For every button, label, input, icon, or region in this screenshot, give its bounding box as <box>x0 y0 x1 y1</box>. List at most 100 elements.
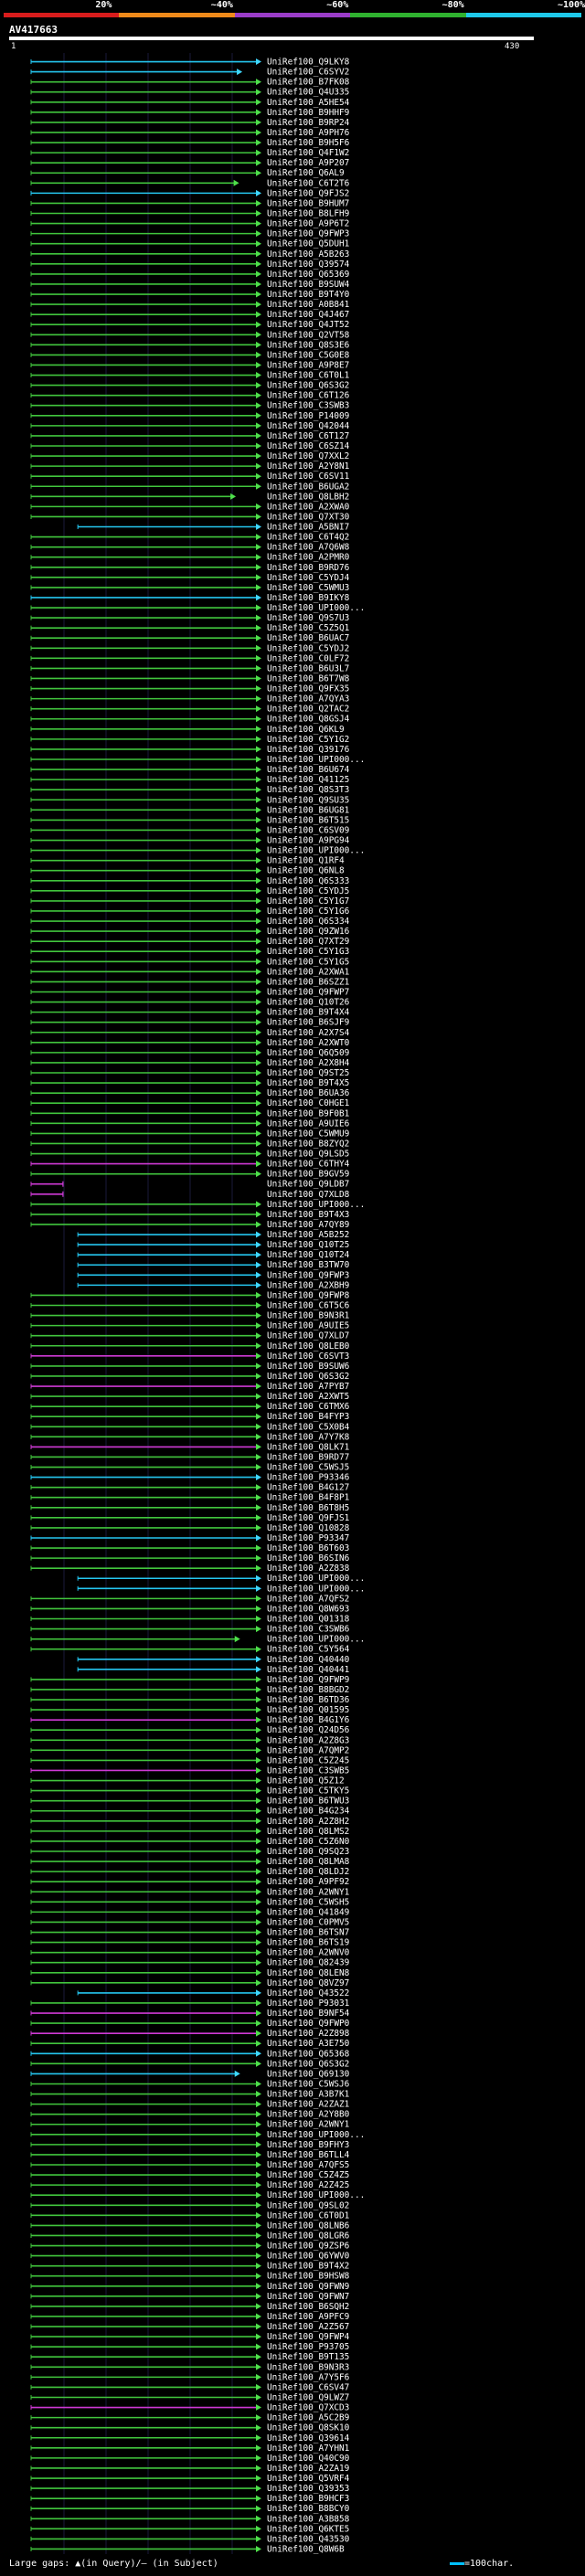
hit-label[interactable]: UniRef100_UPI000... <box>267 2130 365 2140</box>
hit-label[interactable]: UniRef100_C5X0B4 <box>267 1422 350 1432</box>
hit-row[interactable]: UniRef100_C3SWB6 <box>30 1625 350 1635</box>
hit-label[interactable]: UniRef100_A7Y7K8 <box>267 1432 350 1442</box>
hit-row[interactable]: UniRef100_Q10T24 <box>77 1250 350 1260</box>
hit-row[interactable]: UniRef100_Q10T26 <box>30 998 350 1008</box>
hit-row[interactable]: UniRef100_P14009 <box>30 411 350 421</box>
hit-row[interactable]: UniRef100_B4G127 <box>30 1483 349 1493</box>
hit-row[interactable]: UniRef100_Q8S3T3 <box>30 785 349 795</box>
hit-label[interactable]: UniRef100_Q9SQ23 <box>267 1847 349 1857</box>
hit-label[interactable]: UniRef100_Q9FWP3 <box>267 229 349 239</box>
hit-row[interactable]: UniRef100_A7QFS5 <box>30 2160 349 2170</box>
hit-row[interactable]: UniRef100_Q01595 <box>30 1705 349 1715</box>
hit-row[interactable]: UniRef100_Q4JT52 <box>30 320 349 330</box>
hit-label[interactable]: UniRef100_C5TKY5 <box>267 1786 349 1797</box>
hit-label[interactable]: UniRef100_A2PMR0 <box>267 553 350 563</box>
hit-row[interactable]: UniRef100_C5WMU9 <box>30 1129 350 1139</box>
hit-label[interactable]: UniRef100_UPI000... <box>267 1635 365 1645</box>
hit-label[interactable]: UniRef100_C5Z4Z5 <box>267 2170 349 2180</box>
hit-row[interactable]: UniRef100_Q39353 <box>30 2484 349 2494</box>
hit-row[interactable]: UniRef100_B6SIN6 <box>30 1553 350 1564</box>
hit-label[interactable]: UniRef100_Q5DUH1 <box>267 239 350 249</box>
hit-row[interactable]: UniRef100_Q9FJS2 <box>30 188 349 198</box>
hit-row[interactable]: UniRef100_Q7XLD7 <box>30 1331 349 1341</box>
hit-label[interactable]: UniRef100_Q82439 <box>267 1958 350 1968</box>
hit-label[interactable]: UniRef100_B9T4X5 <box>267 1078 349 1088</box>
hit-row[interactable]: UniRef100_Q9LKY8 <box>30 58 350 68</box>
hit-label[interactable]: UniRef100_C6T5C6 <box>267 1301 350 1311</box>
hit-row[interactable]: UniRef100_Q43522 <box>77 1988 349 1998</box>
hit-label[interactable]: UniRef100_A2X7S4 <box>267 1028 350 1038</box>
hit-row[interactable]: UniRef100_C5Y564 <box>30 1645 350 1655</box>
hit-row[interactable]: UniRef100_C3SWB3 <box>30 401 349 411</box>
hit-label[interactable]: UniRef100_Q40441 <box>267 1665 350 1675</box>
hit-row[interactable]: UniRef100_A2XWT5 <box>30 1392 349 1402</box>
hit-label[interactable]: UniRef100_B9T4X2 <box>267 2262 349 2272</box>
hit-label[interactable]: UniRef100_Q9FWN9 <box>267 2282 350 2292</box>
hit-label[interactable]: UniRef100_B9HCF3 <box>267 2494 349 2504</box>
hit-label[interactable]: UniRef100_B7FK08 <box>267 78 350 88</box>
hit-label[interactable]: UniRef100_Q8LK71 <box>267 1442 350 1452</box>
hit-row[interactable]: UniRef100_A9PG94 <box>30 836 350 846</box>
hit-label[interactable]: UniRef100_Q9FWP8 <box>267 1290 350 1300</box>
hit-label[interactable]: UniRef100_A7Y5F6 <box>267 2372 350 2382</box>
hit-row[interactable]: UniRef100_Q24D56 <box>30 1725 350 1735</box>
hit-row[interactable]: UniRef100_B4FYP3 <box>30 1412 349 1422</box>
hit-row[interactable]: UniRef100_Q40441 <box>77 1665 350 1675</box>
hit-row[interactable]: UniRef100_Q9FWP4 <box>30 2332 350 2342</box>
hit-label[interactable]: UniRef100_A9P8E7 <box>267 360 349 370</box>
hit-label[interactable]: UniRef100_Q43522 <box>267 1988 349 1998</box>
hit-row[interactable]: UniRef100_A0B841 <box>30 300 350 310</box>
hit-row[interactable]: UniRef100_Q4U335 <box>30 88 349 98</box>
hit-row[interactable]: UniRef100_Q9FWP8 <box>30 1290 350 1300</box>
hit-label[interactable]: UniRef100_B8ZYQ2 <box>267 1139 349 1149</box>
hit-row[interactable]: UniRef100_C5Z4Z5 <box>30 2170 349 2180</box>
hit-label[interactable]: UniRef100_Q9LSD5 <box>267 1150 349 1160</box>
hit-row[interactable]: UniRef100_A7QMP2 <box>30 1745 349 1755</box>
hit-label[interactable]: UniRef100_A5C2B9 <box>267 2413 350 2423</box>
hit-label[interactable]: UniRef100_A9UIE6 <box>267 1118 350 1129</box>
hit-row[interactable]: UniRef100_Q8LNB6 <box>30 2221 350 2231</box>
hit-label[interactable]: UniRef100_B6SQH2 <box>267 2302 349 2312</box>
hit-label[interactable]: UniRef100_Q41125 <box>267 775 349 785</box>
hit-row[interactable]: UniRef100_Q9FWP3 <box>30 229 349 239</box>
hit-row[interactable]: UniRef100_A7Y5F6 <box>30 2372 350 2382</box>
hit-row[interactable]: UniRef100_B9N3R1 <box>30 1311 350 1321</box>
hit-label[interactable]: UniRef100_Q01595 <box>267 1705 349 1715</box>
hit-label[interactable]: UniRef100_P93346 <box>267 1473 350 1483</box>
hit-label[interactable]: UniRef100_Q65368 <box>267 2049 350 2059</box>
hit-label[interactable]: UniRef100_A2Z898 <box>267 2029 350 2039</box>
hit-row[interactable]: UniRef100_A2X8H4 <box>30 1058 350 1068</box>
hit-row[interactable]: UniRef100_A2PMR0 <box>30 553 350 563</box>
hit-row[interactable]: UniRef100_A7QFS2 <box>30 1594 349 1604</box>
hit-label[interactable]: UniRef100_A7QFS5 <box>267 2160 349 2170</box>
hit-row[interactable]: UniRef100_C0LF72 <box>30 653 349 663</box>
hit-label[interactable]: UniRef100_Q69130 <box>267 2069 350 2079</box>
hit-row[interactable]: UniRef100_Q8LK71 <box>30 1442 350 1452</box>
hit-label[interactable]: UniRef100_B8LFH9 <box>267 209 350 219</box>
hit-label[interactable]: UniRef100_B6T7W8 <box>267 673 350 684</box>
hit-label[interactable]: UniRef100_A2Z8G3 <box>267 1735 349 1745</box>
hit-row[interactable]: UniRef100_B6TLL4 <box>30 2150 350 2160</box>
hit-row[interactable]: UniRef100_A5HE54 <box>30 98 350 108</box>
hit-label[interactable]: UniRef100_Q10T26 <box>267 998 350 1008</box>
hit-row[interactable]: UniRef100_Q9ST25 <box>30 1068 349 1078</box>
hit-label[interactable]: UniRef100_A2Z8H2 <box>267 1817 349 1827</box>
hit-label[interactable]: UniRef100_Q9FX35 <box>267 684 349 694</box>
hit-row[interactable]: UniRef100_UPI000... <box>30 2130 365 2140</box>
hit-row[interactable]: UniRef100_A2ZAZ1 <box>30 2100 350 2110</box>
hit-label[interactable]: UniRef100_A2XWA1 <box>267 967 350 977</box>
hit-row[interactable]: UniRef100_Q6KTE5 <box>30 2524 349 2534</box>
hit-row[interactable]: UniRef100_B9T4X2 <box>30 2262 349 2272</box>
hit-label[interactable]: UniRef100_Q7XLD7 <box>267 1331 349 1341</box>
hit-label[interactable]: UniRef100_C6T127 <box>267 431 349 441</box>
hit-row[interactable]: UniRef100_Q8LEN8 <box>30 1968 350 1978</box>
hit-label[interactable]: UniRef100_B9H5F6 <box>267 138 350 148</box>
hit-label[interactable]: UniRef100_C0HGE1 <box>267 1098 350 1108</box>
hit-row[interactable]: UniRef100_A2WNV0 <box>30 1948 350 1958</box>
hit-row[interactable]: UniRef100_P93031 <box>30 1998 350 2009</box>
hit-label[interactable]: UniRef100_B9F0B1 <box>267 1108 350 1118</box>
hit-label[interactable]: UniRef100_A9PF92 <box>267 1877 349 1887</box>
hit-label[interactable]: UniRef100_B9SUW4 <box>267 280 350 290</box>
hit-label[interactable]: UniRef100_A3B7K1 <box>267 2090 350 2100</box>
hit-row[interactable]: UniRef100_Q6S334 <box>30 917 350 927</box>
